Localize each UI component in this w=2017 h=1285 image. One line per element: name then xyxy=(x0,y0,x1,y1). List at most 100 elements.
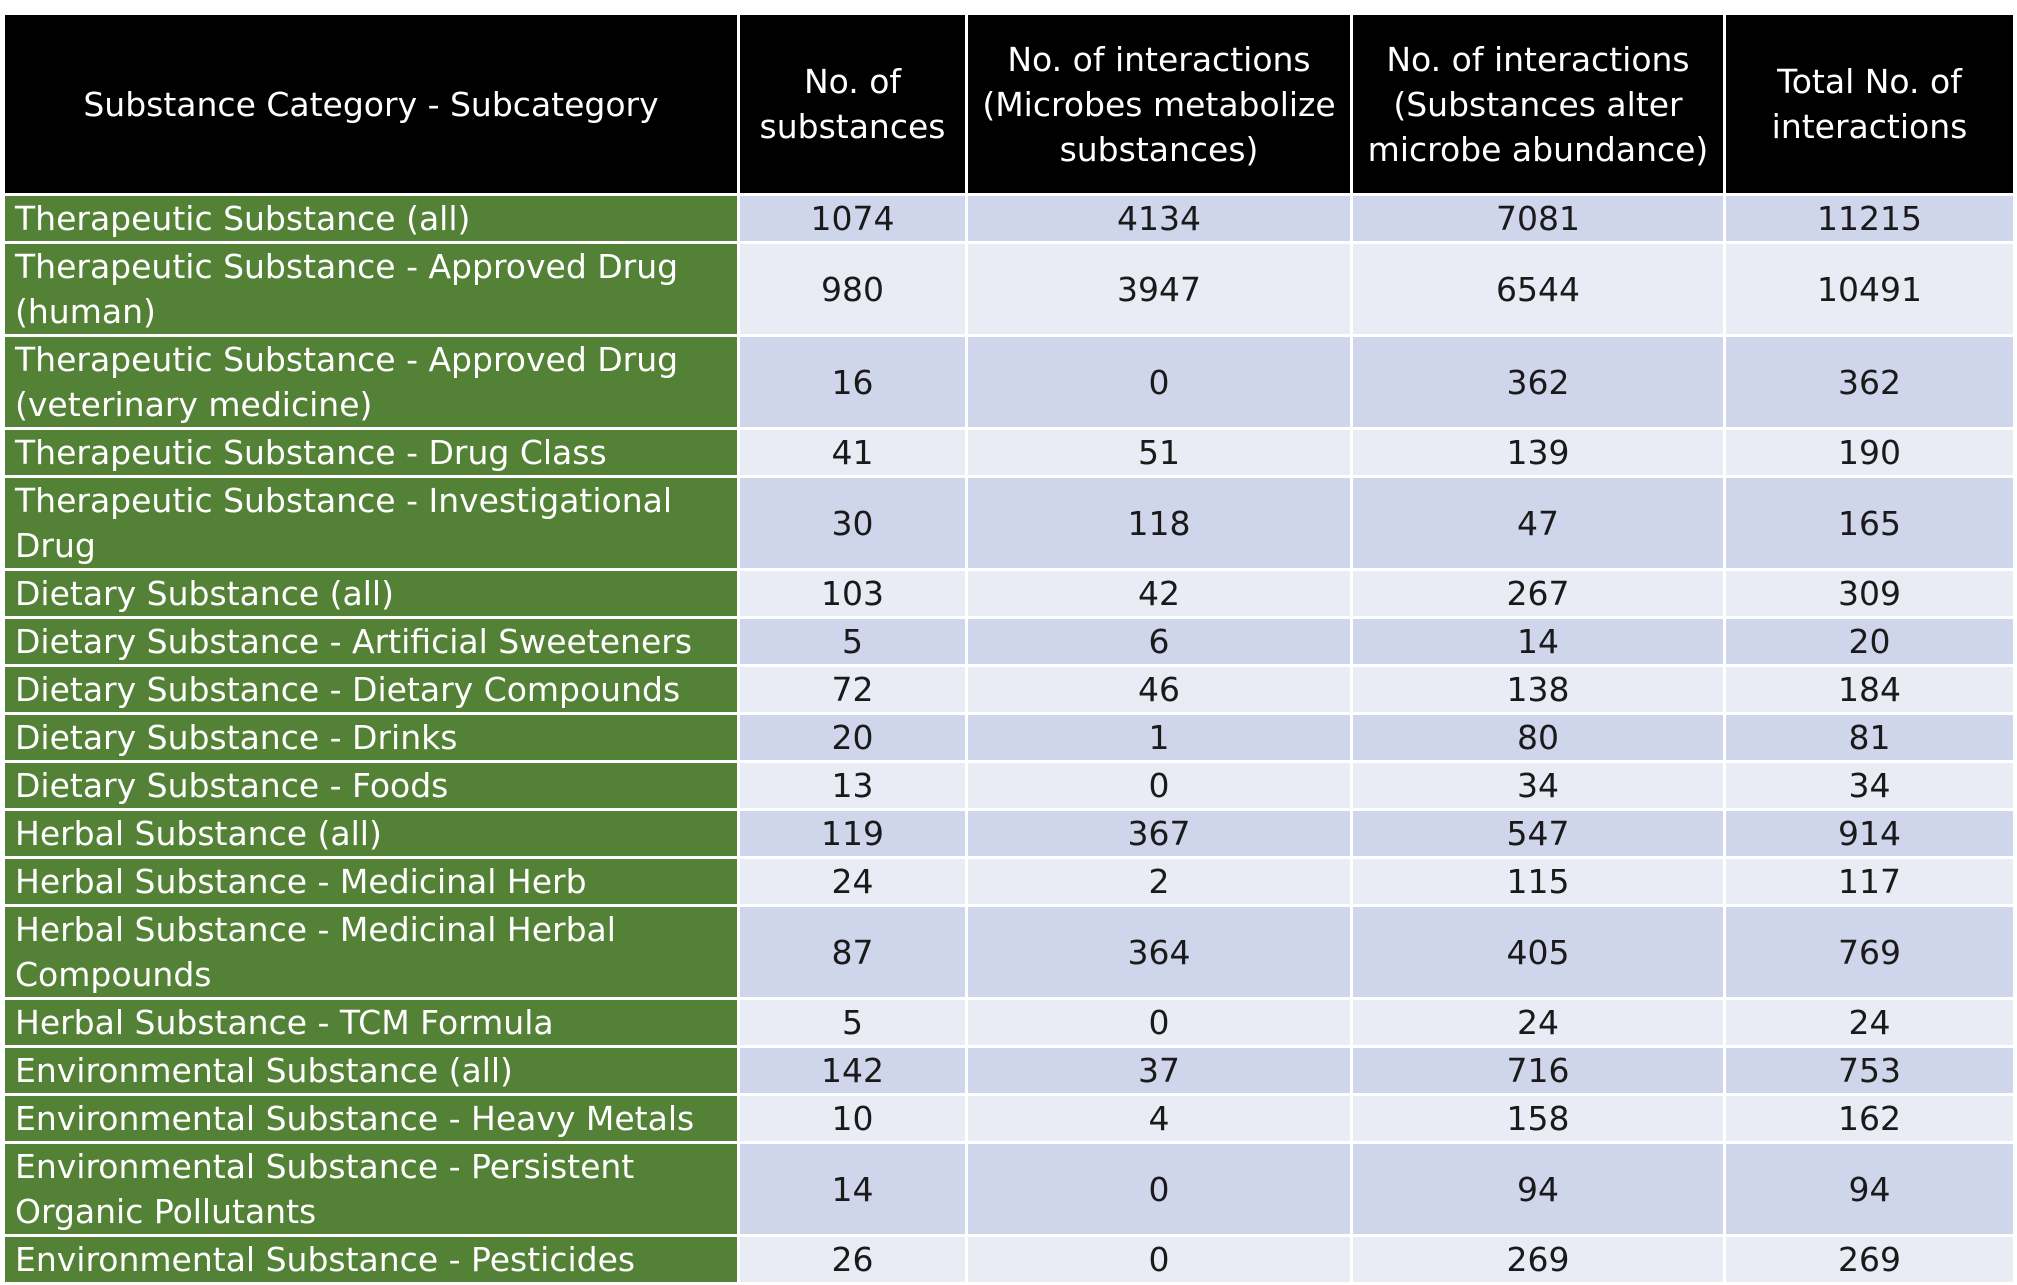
cell-total-interactions: 94 xyxy=(1723,1141,2016,1237)
cell-interactions-metabolize: 0 xyxy=(965,1141,1353,1237)
cell-total-interactions: 190 xyxy=(1723,427,2016,478)
table-row: Environmental Substance - Pesticides 26 0 2… xyxy=(2,1234,2016,1285)
row-category-label: Environmental Substance - Persistent Org… xyxy=(2,1141,740,1237)
cell-total-interactions: 184 xyxy=(1723,664,2016,715)
cell-no-of-substances: 5 xyxy=(737,997,968,1048)
header-no-of-substances: No. of substances xyxy=(737,12,968,196)
table-body: Therapeutic Substance (all) 1074 4134 7081 1… xyxy=(2,193,2016,1285)
cell-total-interactions: 162 xyxy=(1723,1093,2016,1144)
row-category-label: Therapeutic Substance - Approved Drug (h… xyxy=(2,241,740,337)
row-category-label: Herbal Substance (all) xyxy=(2,808,740,859)
cell-interactions-alter: 14 xyxy=(1350,616,1726,667)
cell-total-interactions: 165 xyxy=(1723,475,2016,571)
header-interactions-substances-alter: No. of interactions (Substances alter mi… xyxy=(1350,12,1726,196)
table-row: Environmental Substance (all) 142 37 716 753 xyxy=(2,1045,2016,1096)
cell-interactions-alter: 6544 xyxy=(1350,241,1726,337)
table-row: Herbal Substance - Medicinal Herb 24 2 115 1… xyxy=(2,856,2016,907)
cell-interactions-alter: 716 xyxy=(1350,1045,1726,1096)
cell-interactions-metabolize: 46 xyxy=(965,664,1353,715)
cell-no-of-substances: 30 xyxy=(737,475,968,571)
cell-interactions-metabolize: 2 xyxy=(965,856,1353,907)
cell-interactions-alter: 138 xyxy=(1350,664,1726,715)
cell-total-interactions: 753 xyxy=(1723,1045,2016,1096)
cell-interactions-alter: 115 xyxy=(1350,856,1726,907)
cell-no-of-substances: 142 xyxy=(737,1045,968,1096)
row-category-label: Dietary Substance - Drinks xyxy=(2,712,740,763)
row-category-label: Herbal Substance - Medicinal Herb xyxy=(2,856,740,907)
cell-interactions-metabolize: 4134 xyxy=(965,193,1353,244)
table-row: Environmental Substance - Persistent Org… xyxy=(2,1141,2016,1237)
cell-interactions-alter: 547 xyxy=(1350,808,1726,859)
cell-interactions-metabolize: 51 xyxy=(965,427,1353,478)
table-row: Dietary Substance - Foods 13 0 34 34 xyxy=(2,760,2016,811)
row-category-label: Environmental Substance - Heavy Metals xyxy=(2,1093,740,1144)
cell-total-interactions: 11215 xyxy=(1723,193,2016,244)
table-row: Dietary Substance - Artificial Sweetener… xyxy=(2,616,2016,667)
table-row: Herbal Substance - TCM Formula 5 0 24 24 xyxy=(2,997,2016,1048)
row-category-label: Therapeutic Substance (all) xyxy=(2,193,740,244)
header-interactions-microbes-metabolize: No. of interactions (Microbes metabolize… xyxy=(965,12,1353,196)
cell-total-interactions: 914 xyxy=(1723,808,2016,859)
header-row: Substance Category - Subcategory No. of … xyxy=(2,12,2016,196)
row-category-label: Dietary Substance - Foods xyxy=(2,760,740,811)
row-category-label: Therapeutic Substance - Drug Class xyxy=(2,427,740,478)
table-row: Dietary Substance (all) 103 42 267 309 xyxy=(2,568,2016,619)
cell-interactions-metabolize: 3947 xyxy=(965,241,1353,337)
row-category-label: Dietary Substance - Artificial Sweetener… xyxy=(2,616,740,667)
cell-interactions-alter: 7081 xyxy=(1350,193,1726,244)
cell-interactions-metabolize: 118 xyxy=(965,475,1353,571)
row-category-label: Dietary Substance - Dietary Compounds xyxy=(2,664,740,715)
table-row: Herbal Substance - Medicinal Herbal Comp… xyxy=(2,904,2016,1000)
cell-no-of-substances: 14 xyxy=(737,1141,968,1237)
cell-total-interactions: 117 xyxy=(1723,856,2016,907)
cell-total-interactions: 10491 xyxy=(1723,241,2016,337)
table-row: Therapeutic Substance - Investigational … xyxy=(2,475,2016,571)
cell-interactions-alter: 269 xyxy=(1350,1234,1726,1285)
cell-total-interactions: 24 xyxy=(1723,997,2016,1048)
cell-no-of-substances: 26 xyxy=(737,1234,968,1285)
cell-total-interactions: 769 xyxy=(1723,904,2016,1000)
row-category-label: Dietary Substance (all) xyxy=(2,568,740,619)
cell-interactions-metabolize: 0 xyxy=(965,334,1353,430)
cell-no-of-substances: 24 xyxy=(737,856,968,907)
table-row: Dietary Substance - Drinks 20 1 80 81 xyxy=(2,712,2016,763)
cell-no-of-substances: 41 xyxy=(737,427,968,478)
header-total-interactions: Total No. of interactions xyxy=(1723,12,2016,196)
table-row: Therapeutic Substance - Drug Class 41 51 13… xyxy=(2,427,2016,478)
cell-no-of-substances: 13 xyxy=(737,760,968,811)
cell-interactions-metabolize: 1 xyxy=(965,712,1353,763)
cell-interactions-metabolize: 37 xyxy=(965,1045,1353,1096)
header-substance-category: Substance Category - Subcategory xyxy=(2,12,740,196)
cell-no-of-substances: 980 xyxy=(737,241,968,337)
cell-interactions-metabolize: 367 xyxy=(965,808,1353,859)
substance-interactions-table: Substance Category - Subcategory No. of … xyxy=(2,12,2016,1285)
cell-interactions-metabolize: 4 xyxy=(965,1093,1353,1144)
cell-no-of-substances: 103 xyxy=(737,568,968,619)
cell-no-of-substances: 72 xyxy=(737,664,968,715)
cell-total-interactions: 362 xyxy=(1723,334,2016,430)
table-row: Therapeutic Substance - Approved Drug (h… xyxy=(2,241,2016,337)
cell-interactions-alter: 158 xyxy=(1350,1093,1726,1144)
table-row: Herbal Substance (all) 119 367 547 914 xyxy=(2,808,2016,859)
cell-interactions-alter: 80 xyxy=(1350,712,1726,763)
cell-total-interactions: 20 xyxy=(1723,616,2016,667)
cell-interactions-metabolize: 0 xyxy=(965,997,1353,1048)
cell-interactions-metabolize: 42 xyxy=(965,568,1353,619)
cell-interactions-alter: 267 xyxy=(1350,568,1726,619)
cell-no-of-substances: 5 xyxy=(737,616,968,667)
row-category-label: Therapeutic Substance - Investigational … xyxy=(2,475,740,571)
cell-no-of-substances: 119 xyxy=(737,808,968,859)
row-category-label: Environmental Substance - Pesticides xyxy=(2,1234,740,1285)
cell-interactions-alter: 94 xyxy=(1350,1141,1726,1237)
cell-interactions-alter: 362 xyxy=(1350,334,1726,430)
cell-no-of-substances: 16 xyxy=(737,334,968,430)
cell-interactions-alter: 47 xyxy=(1350,475,1726,571)
cell-interactions-alter: 139 xyxy=(1350,427,1726,478)
row-category-label: Environmental Substance (all) xyxy=(2,1045,740,1096)
row-category-label: Therapeutic Substance - Approved Drug (v… xyxy=(2,334,740,430)
cell-interactions-metabolize: 6 xyxy=(965,616,1353,667)
cell-no-of-substances: 20 xyxy=(737,712,968,763)
cell-total-interactions: 269 xyxy=(1723,1234,2016,1285)
row-category-label: Herbal Substance - TCM Formula xyxy=(2,997,740,1048)
cell-interactions-metabolize: 364 xyxy=(965,904,1353,1000)
